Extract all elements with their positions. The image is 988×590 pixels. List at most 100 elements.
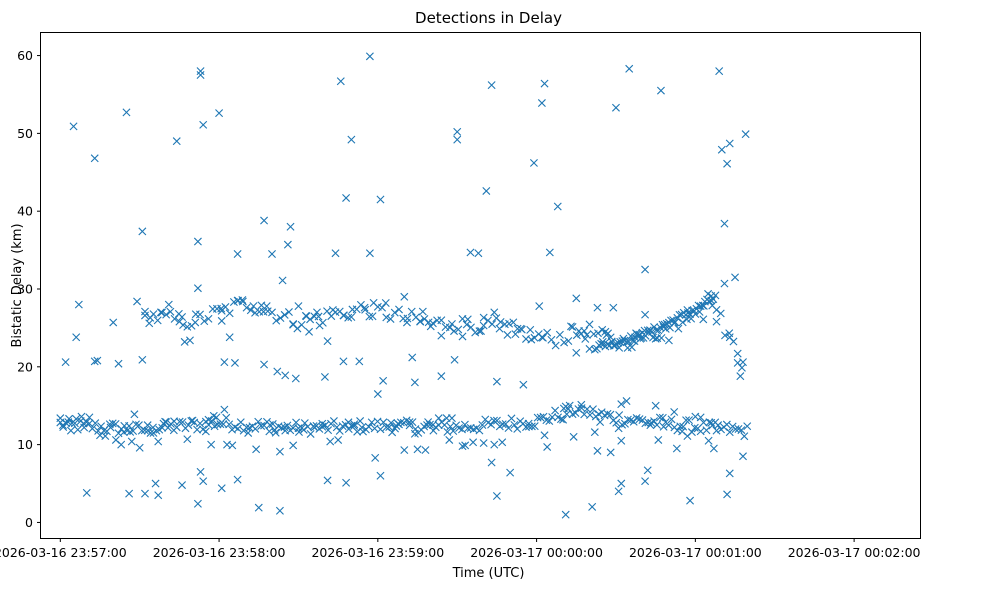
data-point-marker [339,311,348,320]
data-point-marker [740,432,749,441]
data-point-marker [400,446,409,455]
data-point-marker [714,421,723,430]
data-point-marker [356,417,365,426]
data-point-marker [350,420,359,429]
data-point-marker [607,337,616,346]
data-point-marker [238,297,247,306]
data-point-marker [138,227,147,236]
data-point-marker [656,86,665,95]
x-tick-label: 2026-03-16 23:57:00 [0,545,127,560]
data-point-marker [425,420,434,429]
data-point-marker [365,52,374,61]
data-point-marker [560,338,569,347]
data-point-marker [479,321,488,330]
data-point-marker [200,317,209,326]
data-point-marker [314,312,323,321]
data-point-marker [716,309,725,318]
data-point-marker [660,320,669,329]
data-point-marker [94,426,103,435]
data-point-marker [734,424,743,433]
data-point-marker [655,413,664,422]
data-point-marker [717,145,726,154]
data-point-marker [193,237,202,246]
x-tick-label: 2026-03-17 00:00:00 [470,545,603,560]
data-point-marker [157,308,166,317]
data-point-marker [428,319,437,328]
data-point-marker [711,291,720,300]
data-point-marker [496,318,505,326]
data-point-marker [172,137,181,146]
data-point-marker [268,308,276,317]
x-tick-label: 2026-03-16 23:58:00 [153,545,286,560]
data-point-marker [408,418,417,427]
data-point-marker [65,414,74,423]
data-point-marker [487,81,496,90]
data-point-marker [423,421,432,430]
data-point-marker [280,310,289,319]
data-point-marker [526,325,535,334]
data-point-marker [212,413,221,422]
data-point-marker [143,421,152,430]
data-point-marker [193,284,202,293]
data-point-marker [705,297,714,306]
data-point-marker [361,305,370,314]
data-point-marker [99,426,108,435]
data-point-marker [725,139,734,148]
data-point-marker [193,499,202,508]
data-point-marker [305,327,314,336]
data-point-marker [289,441,298,450]
data-point-marker [641,310,650,319]
data-point-marker [154,437,163,446]
data-point-marker [278,276,287,285]
data-point-marker [365,249,374,258]
data-point-marker [571,408,580,417]
data-point-marker [233,249,242,258]
data-point-marker [725,329,734,338]
data-point-marker [323,337,332,346]
data-point-marker [175,417,184,426]
data-point-marker [440,421,449,430]
data-point-marker [72,333,81,342]
data-point-marker [722,420,731,429]
data-point-marker [407,307,416,316]
data-point-marker [204,314,213,323]
data-point-marker [127,437,136,446]
data-point-marker [670,407,679,416]
data-point-marker [90,154,99,163]
data-point-marker [715,67,724,76]
data-point-marker [413,445,422,454]
data-point-marker [410,378,419,387]
data-point-marker [507,414,516,423]
data-point-marker [395,305,403,314]
data-point-marker [145,319,154,328]
data-point-marker [672,444,681,453]
y-tick-label: 0 [25,515,33,530]
data-point-marker [164,423,172,432]
data-point-marker [318,318,327,327]
data-point-marker [388,428,397,437]
data-point-marker [334,435,343,444]
data-point-marker [324,426,333,435]
data-point-marker [547,335,556,344]
data-point-marker [488,320,497,329]
data-point-marker [609,303,618,312]
data-point-marker [126,427,135,436]
data-point-marker [585,320,594,329]
data-point-marker [69,122,78,131]
data-point-marker [458,332,467,341]
data-point-marker [70,419,79,428]
data-point-marker [651,401,660,410]
data-point-marker [586,410,595,419]
data-point-marker [453,127,462,136]
data-point-marker [225,333,234,342]
data-point-marker [568,322,577,331]
data-point-marker [537,99,546,108]
data-point-marker [510,420,519,429]
data-point-marker [551,341,560,350]
data-point-marker [675,310,684,319]
data-point-marker [469,438,478,447]
data-point-marker [109,318,118,327]
data-point-marker [309,422,318,431]
data-point-marker [140,489,149,498]
